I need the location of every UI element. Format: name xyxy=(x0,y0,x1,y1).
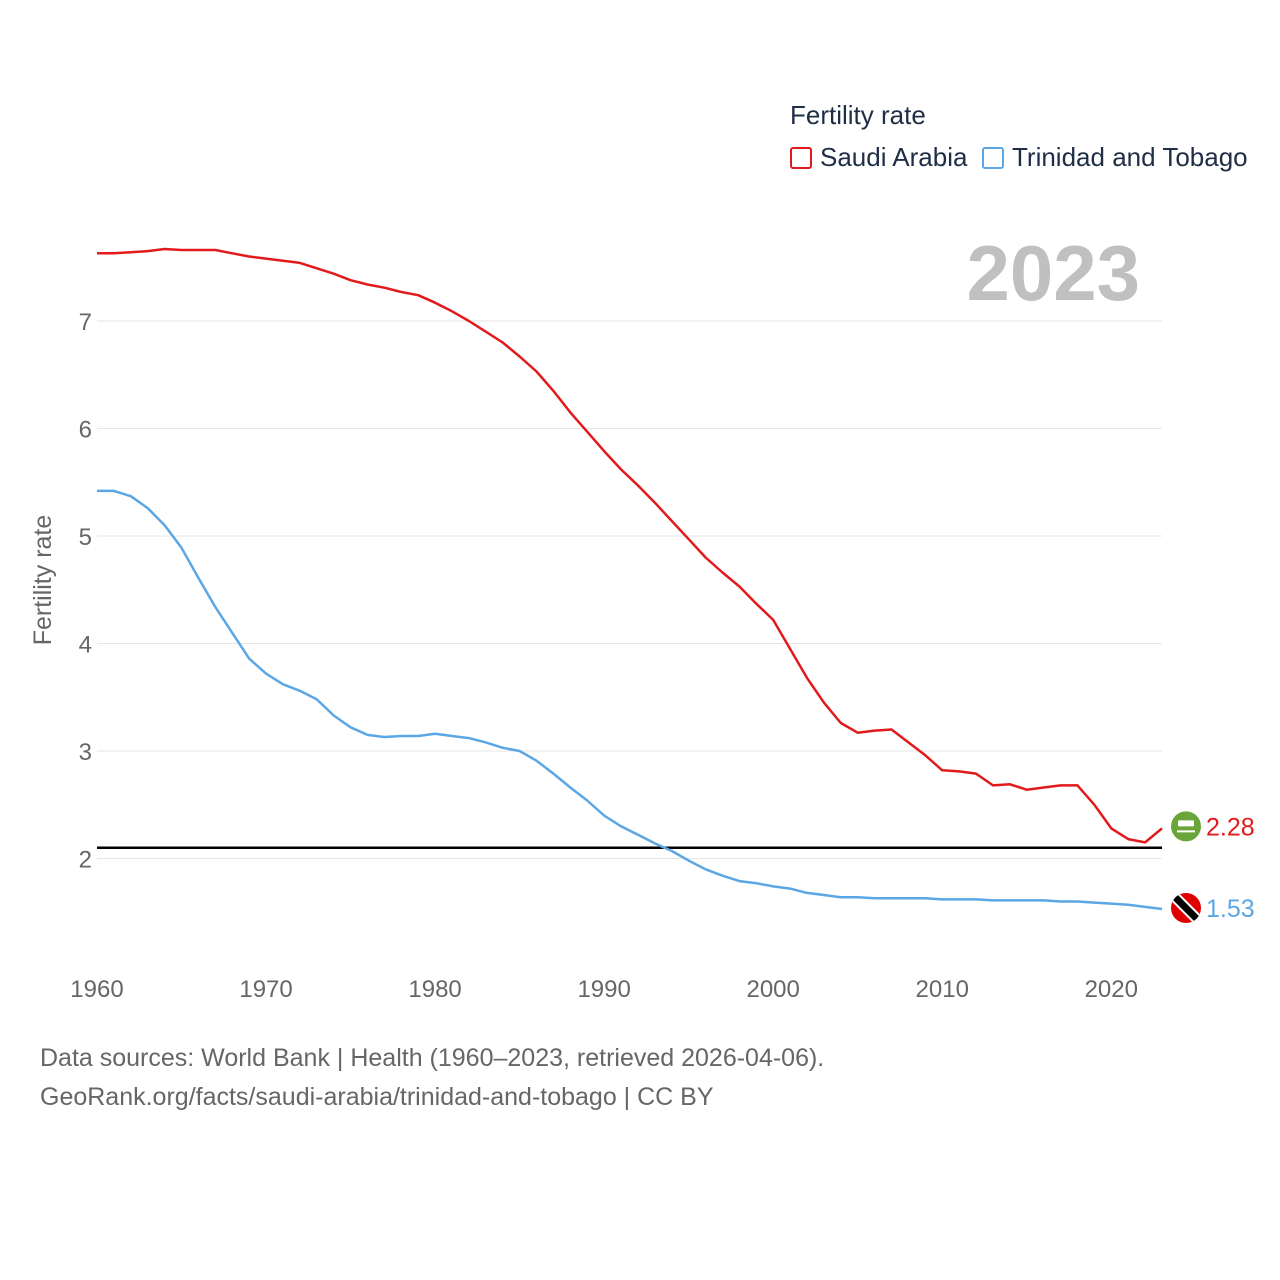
saudi-flag-script-mark xyxy=(1178,820,1194,827)
x-tick-label-1970: 1970 xyxy=(239,976,292,1003)
x-tick-label-1990: 1990 xyxy=(577,976,630,1003)
series-line-saudi-arabia xyxy=(97,247,1163,844)
x-tick-label-2020: 2020 xyxy=(1085,976,1138,1003)
source-line-2: GeoRank.org/facts/saudi-arabia/trinidad-… xyxy=(40,1083,714,1111)
year-label: 2023 xyxy=(966,229,1140,317)
legend-item-trinidad-and-tobago[interactable]: Trinidad and Tobago xyxy=(982,142,1248,173)
legend-title: Fertility rate xyxy=(790,100,926,130)
legend-label-saudi-arabia: Saudi Arabia xyxy=(820,142,968,172)
y-tick-label-4: 4 xyxy=(79,632,92,659)
legend-swatch-trinidad-and-tobago xyxy=(982,146,1004,169)
end-value-label-trinidad-and-tobago: 1.53 xyxy=(1206,895,1255,923)
legend-swatch-saudi-arabia xyxy=(790,146,812,169)
x-tick-label-1960: 1960 xyxy=(70,976,123,1003)
x-tick-label-2010: 2010 xyxy=(916,976,969,1003)
y-tick-label-2: 2 xyxy=(79,847,92,874)
end-value-label-saudi-arabia: 2.28 xyxy=(1206,813,1255,841)
y-axis-label: Fertility rate xyxy=(29,515,57,646)
x-tick-label-1980: 1980 xyxy=(408,976,461,1003)
y-tick-label-3: 3 xyxy=(79,739,92,766)
series-line-trinidad-and-tobago xyxy=(97,489,1163,911)
x-tick-label-2000: 2000 xyxy=(746,976,799,1003)
y-tick-label-6: 6 xyxy=(79,417,92,444)
source-line-1: Data sources: World Bank | Health (1960–… xyxy=(40,1044,825,1072)
y-tick-label-7: 7 xyxy=(79,309,92,336)
legend-label-trinidad-and-tobago: Trinidad and Tobago xyxy=(1012,142,1248,172)
y-tick-label-5: 5 xyxy=(79,524,92,551)
legend-item-saudi-arabia[interactable]: Saudi Arabia xyxy=(790,142,967,173)
